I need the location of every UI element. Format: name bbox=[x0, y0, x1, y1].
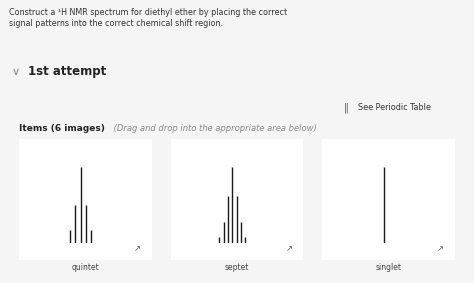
Text: Construct a ¹H NMR spectrum for diethyl ether by placing the correct
signal patt: Construct a ¹H NMR spectrum for diethyl … bbox=[9, 8, 288, 28]
Text: ‖: ‖ bbox=[344, 102, 348, 113]
Text: (Drag and drop into the appropriate area below): (Drag and drop into the appropriate area… bbox=[111, 124, 317, 133]
Text: ↗: ↗ bbox=[286, 245, 292, 254]
Text: 1st attempt: 1st attempt bbox=[28, 65, 107, 78]
Text: ∨: ∨ bbox=[12, 67, 20, 77]
Text: ↗: ↗ bbox=[134, 245, 141, 254]
Text: See Periodic Table: See Periodic Table bbox=[358, 103, 431, 112]
Text: ↗: ↗ bbox=[438, 245, 444, 254]
Text: singlet: singlet bbox=[376, 263, 401, 272]
Text: quintet: quintet bbox=[72, 263, 99, 272]
Text: Items (6 images): Items (6 images) bbox=[19, 124, 105, 133]
Text: septet: septet bbox=[225, 263, 249, 272]
